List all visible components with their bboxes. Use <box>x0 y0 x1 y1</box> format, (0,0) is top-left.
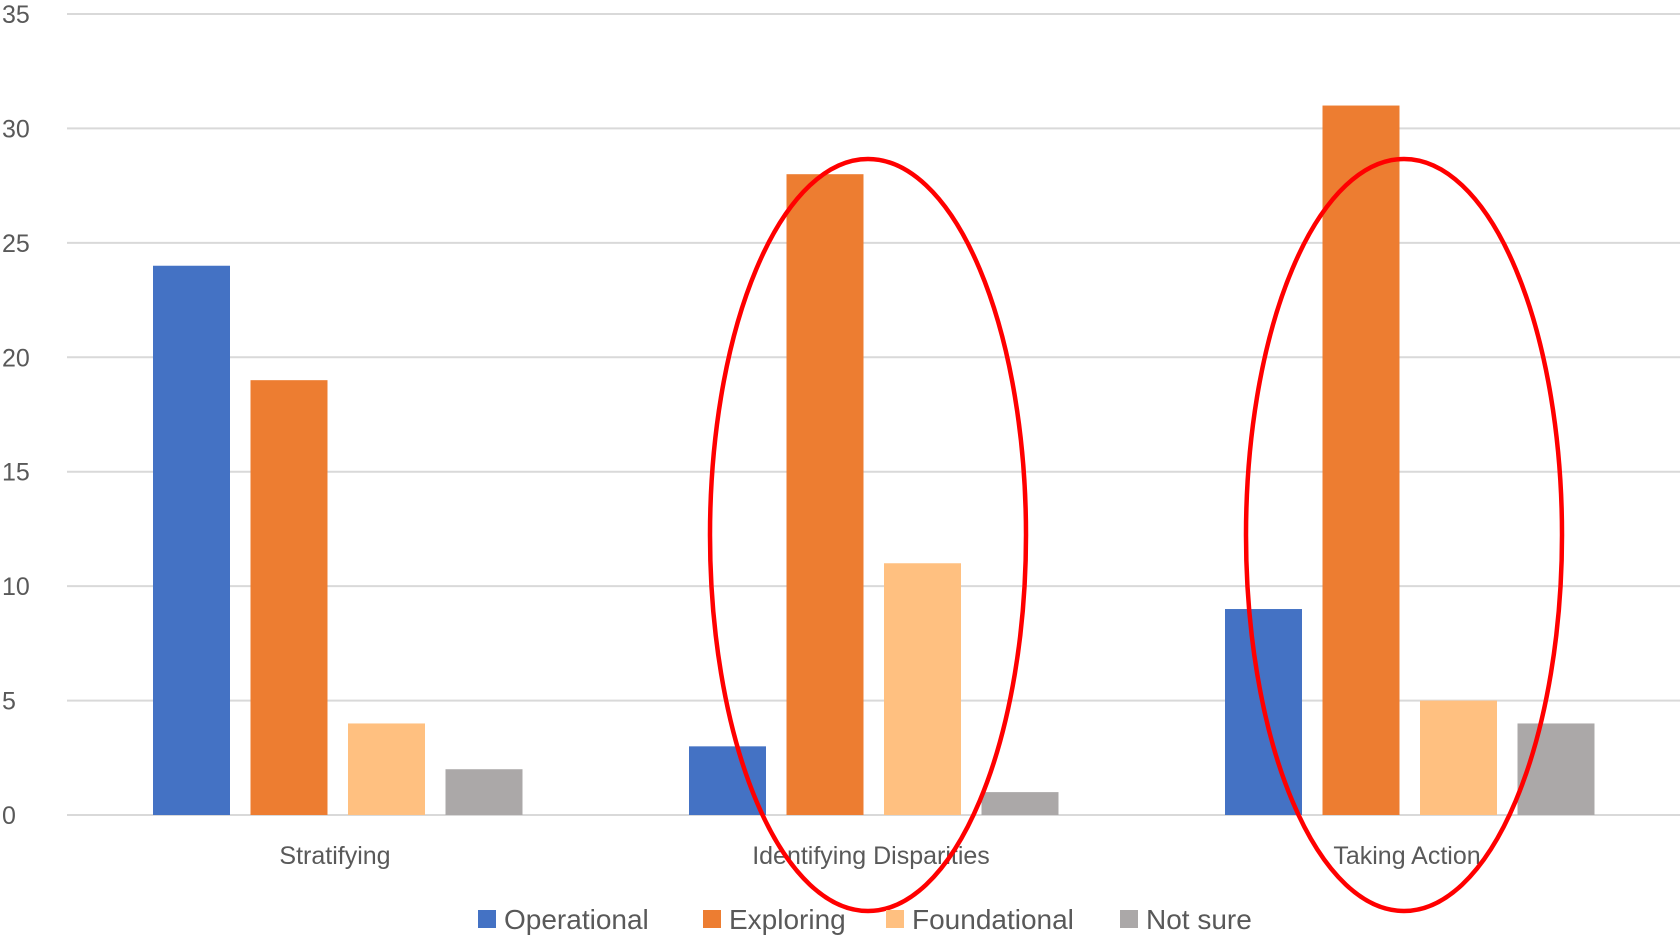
legend-label: Not sure <box>1146 904 1252 935</box>
bar-operational-0 <box>153 265 230 815</box>
bar-not-sure-2 <box>1517 723 1595 815</box>
legend-label: Foundational <box>912 904 1074 935</box>
legend-swatch <box>478 910 496 928</box>
bar-not-sure-1 <box>981 792 1059 815</box>
y-tick-label: 5 <box>2 688 16 716</box>
highlight-ellipses <box>707 156 1565 914</box>
bar-exploring-1 <box>786 174 864 815</box>
bar-exploring-2 <box>1322 105 1400 816</box>
highlight-ellipse <box>1243 156 1565 914</box>
legend-swatch <box>703 910 721 928</box>
y-tick-label: 10 <box>2 573 30 601</box>
y-tick-label: 15 <box>2 459 30 487</box>
highlight-ellipse <box>707 156 1029 914</box>
legend-label: Operational <box>504 904 649 935</box>
gridlines <box>67 13 1680 816</box>
bar-operational-1 <box>689 746 766 815</box>
bar-exploring-0 <box>250 380 328 815</box>
y-tick-label: 35 <box>2 1 30 29</box>
y-axis-ticks: 0 5 10 15 20 25 30 35 <box>2 1 30 830</box>
y-tick-label: 25 <box>2 230 30 258</box>
x-category-label: Taking Action <box>1333 842 1480 870</box>
legend-label: Exploring <box>729 904 846 935</box>
bar-not-sure-0 <box>445 769 523 815</box>
y-tick-label: 20 <box>2 344 30 372</box>
legend: Operational Exploring Foundational Not sure <box>478 904 1252 935</box>
y-tick-label: 0 <box>2 802 16 830</box>
legend-swatch <box>886 910 904 928</box>
x-axis-categories: Stratifying Identifying Disparities Taking… <box>279 842 1480 870</box>
legend-swatch <box>1120 910 1138 928</box>
bar-foundational-2 <box>1420 700 1497 815</box>
x-category-label: Stratifying <box>279 842 390 870</box>
bars <box>153 105 1595 816</box>
bar-foundational-1 <box>884 563 961 815</box>
y-tick-label: 30 <box>2 115 30 143</box>
bar-foundational-0 <box>348 723 425 815</box>
